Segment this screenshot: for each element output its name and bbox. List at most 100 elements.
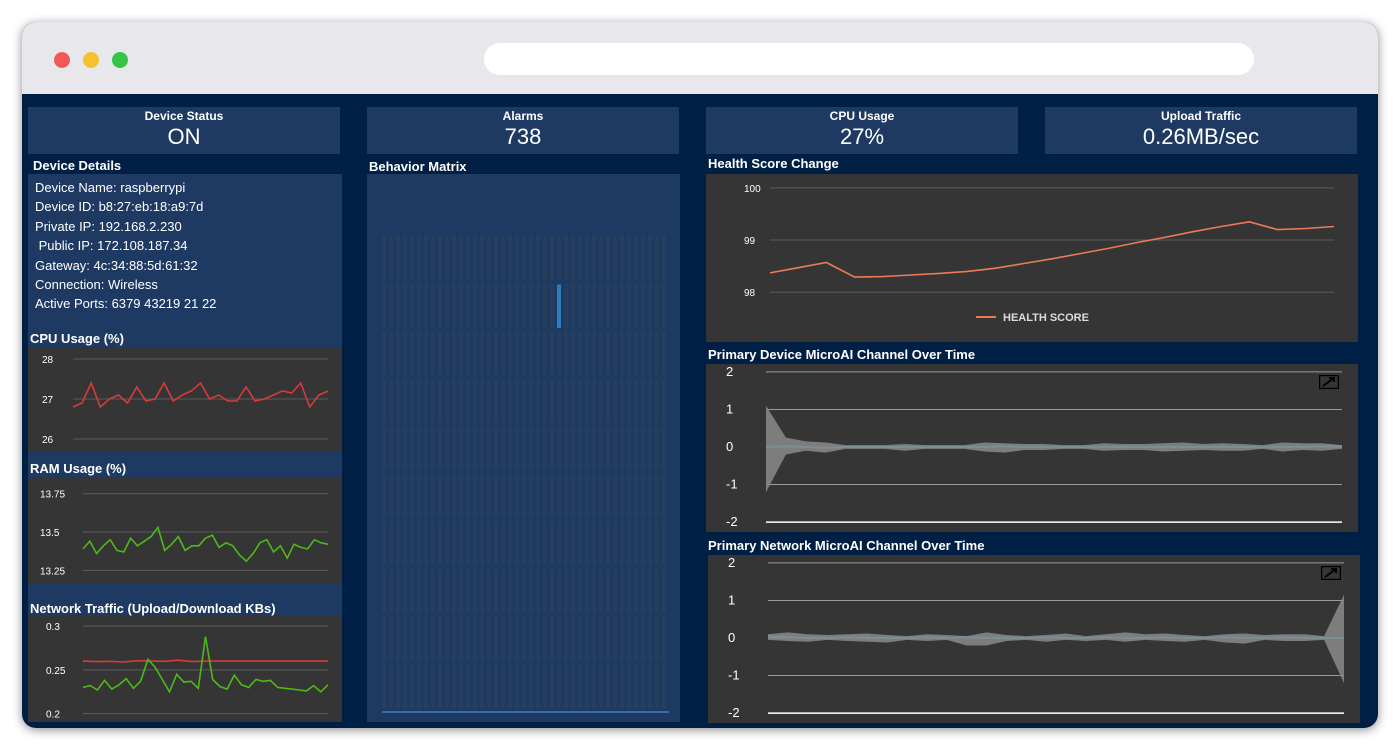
matrix-cell xyxy=(662,521,666,566)
matrix-cell xyxy=(662,473,666,518)
matrix-cell xyxy=(389,331,393,376)
matrix-cell xyxy=(641,616,645,661)
matrix-cell xyxy=(494,331,498,376)
matrix-cell xyxy=(501,426,505,471)
matrix-cell xyxy=(557,663,561,708)
matrix-cell xyxy=(459,616,463,661)
matrix-cell xyxy=(648,616,652,661)
matrix-cell xyxy=(494,521,498,566)
matrix-cell xyxy=(571,426,575,471)
matrix-cell xyxy=(417,521,421,566)
y-tick-label: 2 xyxy=(726,364,733,379)
behavior-matrix-grid xyxy=(382,236,669,713)
matrix-cell xyxy=(466,663,470,708)
matrix-cell xyxy=(515,521,519,566)
matrix-cell xyxy=(564,521,568,566)
y-tick-label: 98 xyxy=(744,288,756,299)
matrix-cell xyxy=(550,426,554,471)
matrix-cell xyxy=(564,663,568,708)
matrix-cell xyxy=(613,616,617,661)
y-tick-label: -2 xyxy=(726,514,738,529)
matrix-cell xyxy=(459,426,463,471)
matrix-cell-active xyxy=(557,284,561,328)
close-window-button[interactable] xyxy=(54,52,70,68)
health-score-box: 100 99 98 HEALTH SCORE xyxy=(706,174,1358,342)
matrix-cell xyxy=(613,426,617,471)
matrix-cell xyxy=(410,663,414,708)
matrix-cell xyxy=(564,331,568,376)
matrix-cell xyxy=(403,568,407,613)
matrix-cell xyxy=(487,283,491,328)
expand-icon[interactable] xyxy=(1318,374,1340,390)
matrix-cell xyxy=(634,378,638,423)
matrix-cell xyxy=(417,568,421,613)
series-line xyxy=(82,636,329,694)
y-tick-label: 13.75 xyxy=(40,490,65,501)
matrix-cell xyxy=(543,331,547,376)
matrix-cell xyxy=(417,331,421,376)
matrix-cell xyxy=(522,473,526,518)
connection-row: Connection: Wireless xyxy=(35,276,158,292)
y-tick-label: 1 xyxy=(726,401,733,416)
matrix-cell xyxy=(550,331,554,376)
matrix-cell xyxy=(571,236,575,281)
device-microai-chart: 2 1 0 -1 -2 xyxy=(726,364,1342,529)
matrix-cell xyxy=(662,331,666,376)
matrix-cell xyxy=(473,663,477,708)
matrix-cell xyxy=(606,331,610,376)
matrix-cell xyxy=(445,283,449,328)
matrix-cell xyxy=(452,521,456,566)
matrix-cell xyxy=(557,426,561,471)
y-tick-label: 0.2 xyxy=(46,710,60,721)
matrix-cell xyxy=(648,331,652,376)
y-tick-label: 0.3 xyxy=(46,622,60,633)
address-bar[interactable] xyxy=(484,43,1254,75)
device-id-row: Device ID: b8:27:eb:18:a9:7d xyxy=(35,199,204,215)
matrix-cell xyxy=(431,426,435,471)
matrix-cell xyxy=(487,616,491,661)
matrix-cell xyxy=(501,283,505,328)
matrix-cell xyxy=(662,378,666,423)
matrix-cell xyxy=(536,236,540,281)
matrix-cell xyxy=(487,378,491,423)
matrix-cell xyxy=(641,426,645,471)
matrix-cell xyxy=(634,331,638,376)
y-tick-label: 2 xyxy=(728,555,735,570)
matrix-cell xyxy=(648,283,652,328)
matrix-cell xyxy=(396,663,400,708)
matrix-cell xyxy=(550,378,554,423)
matrix-cell xyxy=(571,331,575,376)
matrix-cell xyxy=(550,283,554,328)
matrix-cell xyxy=(452,236,456,281)
matrix-cell xyxy=(396,426,400,471)
matrix-cell xyxy=(473,426,477,471)
matrix-cell xyxy=(501,378,505,423)
matrix-cell xyxy=(396,378,400,423)
matrix-cell xyxy=(382,331,386,376)
stat-device-status: Device Status ON xyxy=(28,107,340,154)
matrix-cell xyxy=(494,236,498,281)
matrix-cell xyxy=(634,236,638,281)
matrix-cell xyxy=(473,616,477,661)
maximize-window-button[interactable] xyxy=(112,52,128,68)
expand-icon[interactable] xyxy=(1320,565,1342,581)
matrix-cell xyxy=(473,236,477,281)
matrix-cell xyxy=(445,616,449,661)
matrix-cell xyxy=(396,616,400,661)
minimize-window-button[interactable] xyxy=(83,52,99,68)
matrix-cell xyxy=(599,426,603,471)
matrix-cell xyxy=(431,521,435,566)
matrix-cell xyxy=(627,283,631,328)
matrix-cell xyxy=(571,663,575,708)
matrix-cell xyxy=(459,568,463,613)
matrix-cell xyxy=(585,331,589,376)
device-microai-box: 2 1 0 -1 -2 xyxy=(706,364,1358,532)
matrix-cell xyxy=(452,331,456,376)
matrix-cell xyxy=(522,378,526,423)
matrix-cell xyxy=(655,426,659,471)
stat-value: ON xyxy=(167,124,201,149)
matrix-cell xyxy=(410,236,414,281)
matrix-cell xyxy=(431,663,435,708)
matrix-cell xyxy=(529,426,533,471)
matrix-cell xyxy=(487,521,491,566)
